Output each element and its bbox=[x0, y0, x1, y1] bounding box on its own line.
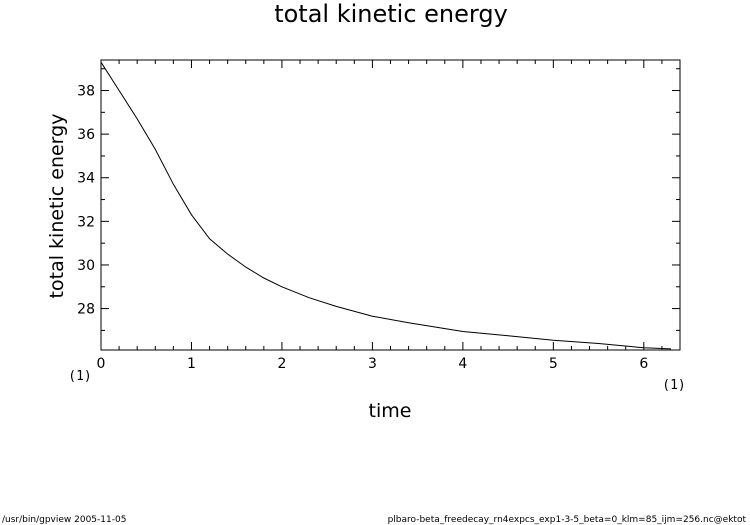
x-tick-label: 4 bbox=[458, 356, 467, 372]
chart-title: total kinetic energy bbox=[274, 0, 508, 28]
y-axis-label: total kinetic energy bbox=[46, 114, 68, 299]
x-tick-label: 1 bbox=[187, 356, 196, 372]
x-tick-label: 2 bbox=[277, 356, 286, 372]
x-unit-label: (1) bbox=[68, 369, 91, 384]
x-tick-label: 3 bbox=[368, 356, 377, 372]
x-tick-label: 5 bbox=[549, 356, 558, 372]
y-tick-label: 28 bbox=[77, 302, 95, 318]
y-tick-label: 38 bbox=[77, 84, 95, 100]
y-unit-label: (1) bbox=[662, 378, 685, 393]
footer-right-text: plbaro-beta_freedecay_rn4expcs_exp1-3-5_… bbox=[387, 515, 746, 525]
x-tick-label: 0 bbox=[97, 356, 106, 372]
y-tick-label: 34 bbox=[77, 171, 95, 187]
x-tick-label: 6 bbox=[639, 356, 648, 372]
y-tick-label: 32 bbox=[77, 214, 95, 230]
x-axis-label: time bbox=[369, 400, 412, 422]
plot-frame bbox=[100, 59, 681, 351]
series-line-0 bbox=[100, 61, 672, 350]
footer-left-text: /usr/bin/gpview 2005-11-05 bbox=[2, 515, 127, 525]
y-tick-label: 36 bbox=[77, 127, 95, 143]
y-tick-label: 30 bbox=[77, 258, 95, 274]
